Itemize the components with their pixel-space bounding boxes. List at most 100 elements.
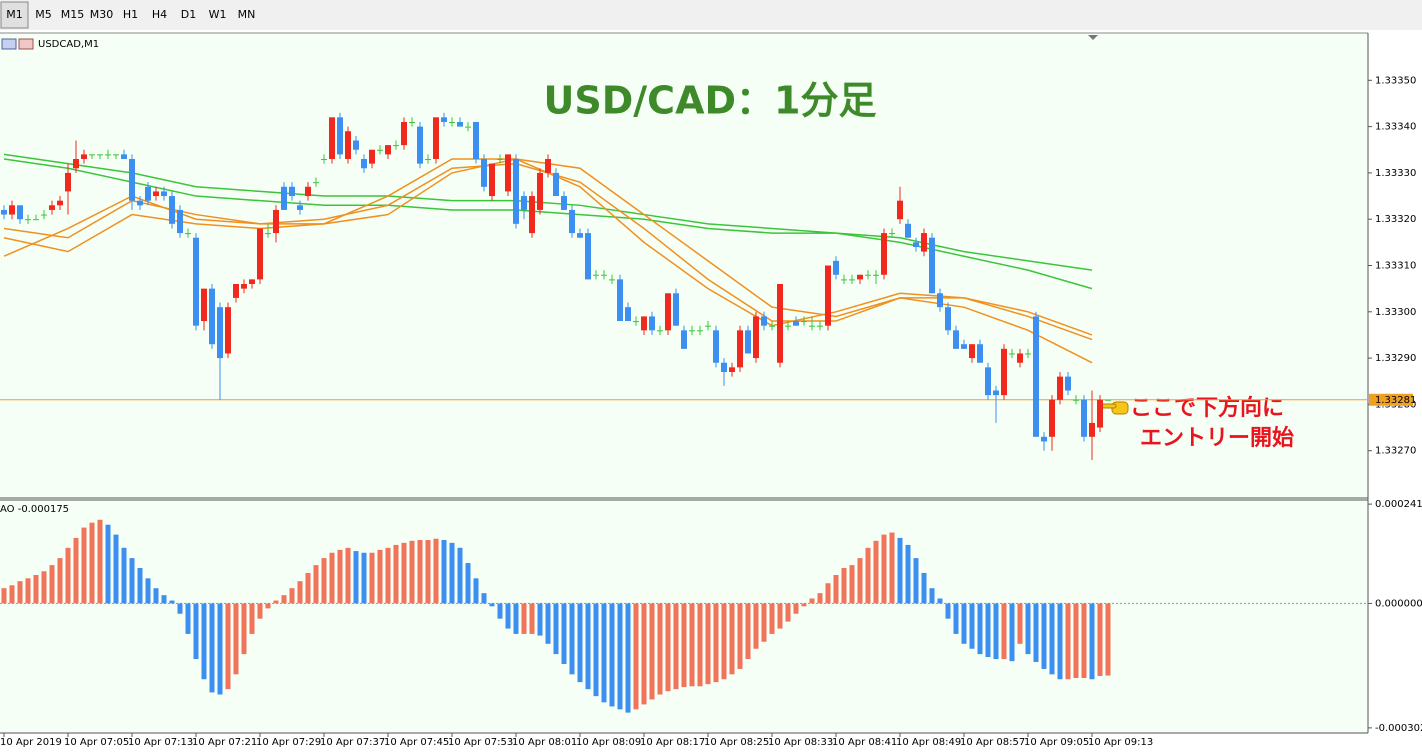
candle-body: [729, 367, 735, 372]
ao-bar: [361, 552, 367, 604]
candle-body: [377, 149, 383, 151]
ao-bar: [889, 532, 895, 604]
ao-bar: [225, 603, 231, 690]
button-frame: [116, 1, 145, 29]
candle-body: [1105, 399, 1111, 401]
candle-body: [169, 196, 175, 224]
button-label: M5: [35, 8, 52, 21]
x-tick-label: 10 Apr 09:05: [1024, 737, 1089, 748]
candle-body: [625, 307, 631, 322]
ao-bar: [705, 603, 711, 685]
candle-body: [569, 209, 575, 234]
candle-body: [457, 121, 463, 127]
candle-body: [489, 163, 495, 197]
candle-body: [1009, 353, 1015, 355]
ao-bar: [817, 593, 823, 604]
ao-bar: [601, 603, 607, 703]
ao-bar: [945, 603, 951, 619]
ao-bar: [353, 551, 359, 604]
candle-body: [993, 390, 999, 396]
candle-body: [321, 159, 327, 161]
ao-bar: [409, 540, 415, 604]
ao-bar: [841, 567, 847, 604]
ao-bar: [641, 603, 647, 705]
ao-bar: [17, 581, 23, 604]
ao-bar: [857, 558, 863, 604]
ao-bar: [1041, 603, 1047, 669]
ao-bar: [897, 537, 903, 604]
ao-bar: [81, 527, 87, 604]
timeframe-button[interactable]: W1: [203, 1, 232, 29]
timeframe-button[interactable]: M15: [58, 1, 87, 29]
button-frame: [58, 1, 87, 29]
ao-bar: [25, 578, 31, 604]
candle-body: [673, 293, 679, 326]
candle-body: [953, 330, 959, 349]
candle-body: [857, 274, 863, 280]
timeframe-button[interactable]: H1: [116, 1, 145, 29]
ao-bar: [169, 600, 175, 604]
candle-body: [633, 321, 639, 323]
candle-body: [97, 154, 103, 156]
ao-bar: [521, 603, 527, 634]
ao-bar: [33, 574, 39, 604]
candle-body: [713, 330, 719, 363]
candle-body: [745, 330, 751, 354]
candle-body: [57, 200, 63, 206]
current-price-box: [1369, 393, 1413, 406]
button-label: M15: [61, 8, 85, 21]
ao-bar: [697, 603, 703, 687]
timeframe-button[interactable]: H4: [145, 1, 174, 29]
ao-bar: [177, 603, 183, 614]
ao-bar: [129, 558, 135, 604]
ao-bar: [281, 595, 287, 604]
y-tick-label: 1.33350: [1375, 75, 1416, 86]
candle-body: [1057, 376, 1063, 400]
ao-bar: [113, 534, 119, 604]
candle-body: [929, 237, 935, 294]
candle-body: [233, 284, 239, 298]
ao-bar: [57, 558, 63, 604]
y-tick-label: 1.33310: [1375, 261, 1416, 272]
candle-body: [393, 145, 399, 147]
ao-bar: [249, 603, 255, 634]
timeframe-button[interactable]: M1: [0, 1, 29, 29]
candle-body: [961, 344, 967, 349]
candle-body: [49, 205, 55, 210]
ao-bar: [665, 603, 671, 692]
ao-bar: [393, 544, 399, 604]
ao-bar: [865, 547, 871, 604]
candle-body: [449, 121, 455, 123]
y-tick-label: 1.33340: [1375, 122, 1416, 133]
candle-body: [649, 316, 655, 331]
timeframe-button[interactable]: M30: [87, 1, 116, 29]
shift-marker: [1088, 35, 1098, 40]
candle-body: [265, 233, 271, 235]
ao-bar: [713, 603, 719, 683]
candle-body: [945, 307, 951, 331]
ao-bar: [577, 603, 583, 683]
timeframe-button[interactable]: MN: [232, 1, 261, 29]
chart-title: USD/CAD：1分足: [544, 79, 877, 123]
candle-body: [153, 191, 159, 197]
ao-bar: [1057, 603, 1063, 680]
candle-body: [1081, 399, 1087, 437]
timeframe-button[interactable]: D1: [174, 1, 203, 29]
candle-body: [537, 172, 543, 210]
x-tick-label: 10 Apr 07:29: [256, 737, 321, 748]
timeframe-button[interactable]: M5: [29, 1, 58, 29]
x-tick-label: 10 Apr 08:25: [704, 737, 769, 748]
ao-bar: [737, 603, 743, 669]
candle-body: [177, 209, 183, 234]
candle-body: [689, 330, 695, 332]
x-tick-label: 10 Apr 07:13: [128, 737, 193, 748]
candle-body: [41, 214, 47, 216]
symbol-label: USDCAD,M1: [38, 39, 99, 50]
ao-bar: [1049, 603, 1055, 675]
candle-body: [561, 196, 567, 210]
candle-body: [105, 154, 111, 156]
ao-bar: [233, 603, 239, 675]
button-frame: [145, 1, 174, 29]
candle-body: [1025, 353, 1031, 355]
